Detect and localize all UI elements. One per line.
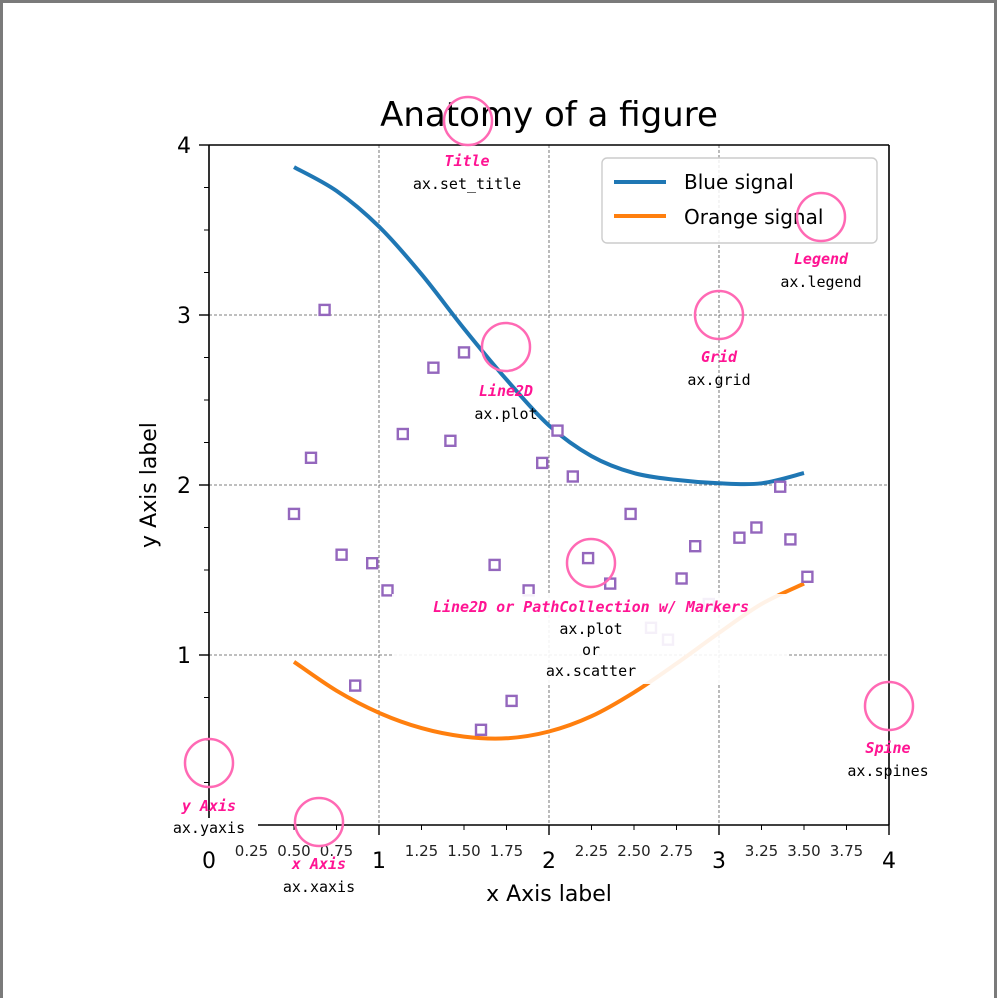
scatter-marker	[349, 679, 362, 692]
x-minor-tick-label: 1.25	[405, 842, 438, 860]
scatter-marker	[581, 551, 595, 565]
line2d-annotation-circle	[480, 321, 532, 373]
x-minor-tick-label: 2.25	[575, 842, 608, 860]
markers-annotation-code1: ax.plot	[559, 620, 622, 638]
y-major-tick-label: 3	[177, 304, 191, 329]
y-axis-label: y Axis label	[137, 422, 162, 548]
scatter-marker	[774, 480, 787, 493]
line2d-annotation-code: ax.plot	[474, 405, 537, 423]
x-minor-tick-label: 1.75	[490, 842, 523, 860]
x-major-tick-label: 3	[712, 849, 726, 874]
y-major-tick-label: 1	[177, 644, 191, 669]
scatter-marker	[689, 540, 702, 553]
yaxis-annotation-label: y Axis	[181, 797, 236, 815]
scatter-marker	[381, 584, 394, 597]
y-major-tick-label: 4	[177, 134, 191, 159]
scatter-marker	[457, 346, 471, 359]
scatter-marker	[366, 557, 379, 570]
grid-annotation-label: Grid	[701, 348, 738, 366]
chart-title: Anatomy of a figure	[380, 95, 718, 135]
legend-annotation-label: Legend	[794, 250, 849, 268]
scatter-marker	[750, 521, 763, 534]
scatter-marker	[536, 456, 549, 470]
x-major-tick-label: 2	[542, 849, 556, 874]
line2d-annotation-label: Line2D	[479, 382, 533, 400]
title-annotation-circle	[442, 95, 494, 147]
yaxis-annotation-circle	[183, 737, 235, 789]
xaxis-annotation-code: ax.xaxis	[283, 878, 355, 896]
x-major-tick-label: 0	[202, 849, 216, 874]
markers-annotation-label: Line2D or PathCollection w/ Markers	[433, 598, 749, 616]
spine-annotation-code: ax.spines	[847, 762, 928, 780]
scatter-marker	[474, 723, 488, 736]
title-annotation-label: Title	[444, 152, 489, 170]
x-minor-tick-label: 1.50	[447, 842, 480, 860]
scatter-marker	[318, 303, 331, 317]
x-major-tick-label: 4	[882, 849, 896, 874]
scatter-marker	[396, 427, 409, 441]
scatter-marker	[427, 361, 440, 374]
xaxis-annotation-label: x Axis	[291, 855, 346, 873]
grid	[209, 145, 889, 825]
x-minor-tick-label: 2.50	[617, 842, 650, 860]
scatter-marker	[287, 507, 301, 521]
x-axis-label: x Axis label	[486, 882, 612, 907]
scatter-marker	[505, 694, 518, 708]
spine-annotation-label: Spine	[865, 739, 910, 757]
legend-box	[601, 157, 878, 244]
blue-signal-line	[293, 165, 805, 487]
x-major-tick-label: 1	[372, 849, 386, 874]
yaxis-annotation-code: ax.yaxis	[173, 819, 245, 837]
y-major-tick-label: 2	[177, 474, 191, 499]
annotation-circles	[183, 95, 915, 848]
x-minor-tick-label: 0.25	[235, 842, 268, 860]
scatter-marker	[566, 470, 579, 483]
scatter-marker	[675, 572, 688, 585]
scatter-marker	[444, 434, 457, 447]
scatter-marker	[488, 558, 501, 572]
scatter-marker	[304, 451, 318, 464]
markers-annotation-code2: or	[582, 641, 600, 659]
grid-annotation-circle	[693, 289, 745, 341]
scatter-marker	[784, 533, 797, 546]
legend-annotation-circle	[795, 191, 847, 243]
scatter-marker	[801, 570, 814, 583]
scatter-marker	[551, 424, 564, 437]
x-minor-tick-label: 3.25	[745, 842, 778, 860]
scatter-marker	[733, 531, 746, 544]
x-minor-tick-label: 3.75	[830, 842, 863, 860]
x-minor-tick-label: 0.75	[320, 842, 353, 860]
legend: Blue signal Orange signal	[601, 157, 878, 244]
legend-orange-label: Orange signal	[684, 205, 823, 229]
scatter-marker	[335, 548, 348, 561]
spine-annotation-circle	[863, 680, 915, 732]
x-minor-tick-label: 2.75	[660, 842, 693, 860]
scatter-marker	[624, 507, 637, 521]
title-annotation-code: ax.set_title	[413, 175, 521, 193]
ticks: 0 1 2 3 4 0.25 0.50 0.75 1.25 1.50 1.75 2.25 2.50 2.7…	[177, 134, 896, 874]
x-minor-tick-label: 3.50	[787, 842, 820, 860]
x-minor-tick-label: 0.50	[277, 842, 310, 860]
markers-annotation-code3: ax.scatter	[546, 662, 636, 680]
legend-blue-label: Blue signal	[684, 170, 794, 194]
annotation-texts: Title ax.set_title Legend ax.legend Grid…	[160, 152, 929, 896]
xaxis-annotation-circle	[293, 796, 345, 848]
scatter-marker	[522, 584, 535, 597]
yaxis-annotation-bg	[160, 818, 258, 836]
grid-annotation-code: ax.grid	[687, 371, 750, 389]
markers-annotation-circle	[565, 537, 617, 589]
markers-annotation-bg	[392, 594, 788, 684]
legend-annotation-code: ax.legend	[780, 273, 861, 291]
